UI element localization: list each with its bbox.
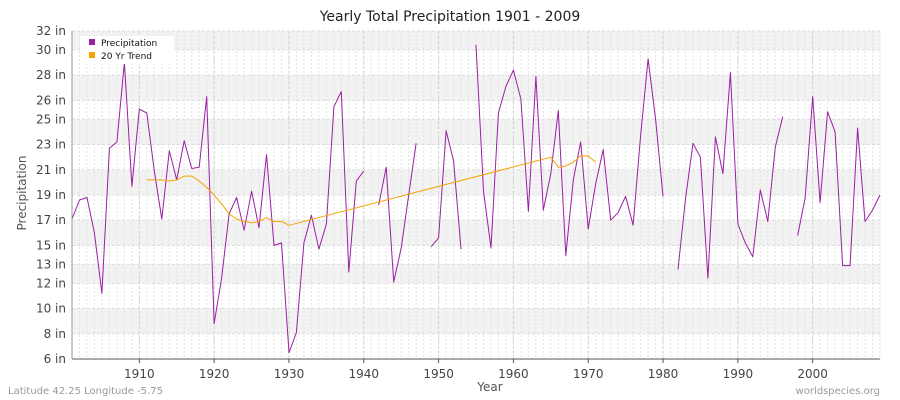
- y-tick-label: 26 in: [36, 93, 66, 107]
- plot-band: [72, 169, 880, 195]
- x-tick-label: 1990: [723, 367, 754, 381]
- y-tick-label: 8 in: [44, 327, 66, 341]
- x-tick-label: 1930: [274, 367, 305, 381]
- precipitation-line: [71, 44, 881, 354]
- legend-label-trend: 20 Yr Trend: [101, 52, 152, 62]
- footer-source: worldspecies.org: [796, 386, 880, 397]
- x-tick-label: 2000: [797, 367, 828, 381]
- y-tick-label: 28 in: [36, 68, 66, 82]
- x-tick-label: 1970: [573, 367, 604, 381]
- x-axis-label: Year: [476, 380, 502, 394]
- x-tick-label: 1940: [349, 367, 380, 381]
- legend-swatch-trend: [89, 52, 95, 58]
- legend-box: [80, 36, 174, 64]
- x-tick-label: 1910: [124, 367, 155, 381]
- footer-coordinates: Latitude 42.25 Longitude -5.75: [8, 386, 163, 397]
- legend-label-precipitation: Precipitation: [101, 39, 157, 49]
- y-tick-label: 32 in: [36, 24, 66, 38]
- y-tick-label: 12 in: [36, 276, 66, 290]
- y-tick-label: 13 in: [36, 257, 66, 271]
- y-tick-label: 15 in: [36, 238, 66, 252]
- y-tick-label: 25 in: [36, 112, 66, 126]
- trend-line: [146, 155, 597, 226]
- y-tick-label: 21 in: [36, 163, 66, 177]
- y-axis-label: Precipitation: [15, 155, 29, 230]
- axes: 6 in 8 in 10 in 12 in 13 in 15 in 17 in 19 in 21…: [36, 24, 880, 381]
- x-tick-label: 1980: [648, 367, 679, 381]
- y-tick-label: 6 in: [44, 352, 66, 366]
- y-tick-label: 23 in: [36, 138, 66, 152]
- y-tick-label: 17 in: [36, 213, 66, 227]
- y-tick-label: 19 in: [36, 188, 66, 202]
- legend-swatch-precipitation: [89, 39, 95, 45]
- x-tick-label: 1950: [423, 367, 454, 381]
- x-tick-label: 1920: [199, 367, 230, 381]
- y-tick-label: 30 in: [36, 43, 66, 57]
- y-tick-label: 10 in: [36, 302, 66, 316]
- legend: Precipitation 20 Yr Trend: [80, 36, 174, 64]
- x-tick-label: 1960: [498, 367, 529, 381]
- chart-title: Yearly Total Precipitation 1901 - 2009: [319, 9, 581, 25]
- series-group: [71, 44, 881, 354]
